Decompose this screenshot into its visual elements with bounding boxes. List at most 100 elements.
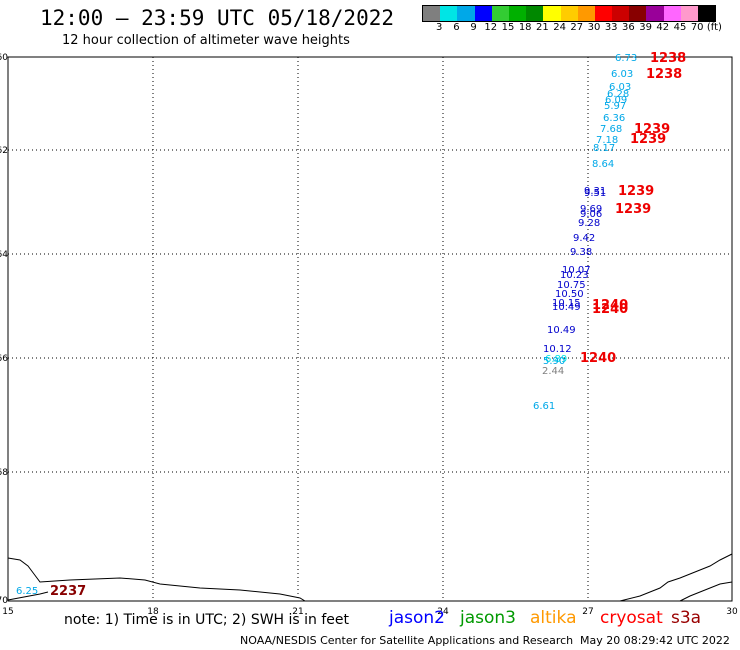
longitude-label: 21: [292, 607, 303, 617]
pass-time-label: 1238: [646, 67, 682, 82]
wave-height-value: 6.36: [603, 113, 625, 124]
wave-height-value: 5.90: [543, 356, 565, 367]
wave-height-value: 10.49: [547, 325, 576, 336]
latitude-label: -60: [0, 53, 8, 63]
latitude-labels: -60 -62 -64 -66 -68 -70: [0, 53, 8, 606]
color-scale-label: (ft): [706, 22, 722, 33]
color-scale-label: 15: [501, 22, 515, 33]
wave-height-value: 10.49: [552, 302, 581, 313]
color-swatch: [594, 6, 613, 21]
wave-height-value: 6.03: [609, 82, 631, 93]
wave-height-value: 7.18: [596, 135, 618, 146]
color-swatch: [423, 6, 441, 21]
credit-text: NOAA/NESDIS Center for Satellite Applica…: [240, 634, 574, 647]
color-scale-label: 24: [553, 22, 566, 33]
color-scale-label: 45: [673, 22, 687, 33]
latitude-label: -62: [0, 146, 8, 156]
pass-time-label: 2237: [50, 584, 86, 599]
legend-cryosat: cryosat: [600, 608, 663, 628]
wave-height-value: 9.69: [580, 204, 602, 215]
map-grid: [8, 57, 732, 600]
wave-height-value: 9.38: [570, 247, 592, 258]
pass-time-label: 1240: [580, 351, 616, 366]
units-note: note: 1) Time is in UTC; 2) SWH is in fe…: [64, 612, 350, 628]
wave-height-value: 9.31: [584, 186, 606, 197]
color-scale-label: 33: [604, 22, 618, 33]
color-swatch: [646, 6, 664, 21]
color-swatch: [680, 6, 698, 21]
wave-height-value: 8.17: [593, 143, 615, 154]
wave-height-value: 6.09: [605, 95, 627, 106]
wave-height-value: 10.12: [543, 344, 572, 355]
color-swatch: [474, 6, 492, 21]
color-swatch: [543, 6, 561, 21]
color-swatch: [526, 6, 544, 21]
pass-time-label: 1239: [618, 184, 654, 199]
wave-height-value: 10.75: [557, 280, 586, 291]
pass-time-label: 1239: [634, 122, 670, 137]
wave-height-value: 6.03: [611, 69, 633, 80]
color-swatch: [698, 6, 716, 21]
color-swatch: [629, 6, 647, 21]
color-scale-label: 3: [436, 22, 443, 33]
generated-timestamp: May 20 08:29:42 UTC 2022: [580, 634, 730, 647]
color-scale-bar: [422, 5, 717, 22]
color-swatch: [457, 6, 475, 21]
color-swatch: [560, 6, 578, 21]
wave-height-value: 2.44: [542, 366, 564, 377]
longitude-label: 27: [582, 607, 593, 617]
wave-height-value: 5.97: [604, 101, 626, 112]
color-scale-label: 12: [484, 22, 498, 33]
color-scale-label: 39: [639, 22, 652, 33]
wave-height-value: 10.15: [552, 298, 581, 309]
wave-height-value: 6.73: [615, 53, 637, 64]
wave-height-value: 10.50: [555, 289, 584, 300]
legend-s3a: s3a: [671, 608, 702, 628]
legend-jason3: jason3: [460, 608, 516, 628]
wave-height-value: 10.07: [562, 265, 591, 276]
color-swatch: [491, 6, 509, 21]
wave-height-value: 6.28: [607, 89, 629, 100]
legend-altika: altika: [530, 608, 577, 628]
map-frame: [7, 56, 733, 602]
wave-height-labels: 6.736.036.036.286.095.976.367.687.188.17…: [16, 53, 637, 597]
map-subtitle: 12 hour collection of altimeter wave hei…: [62, 33, 350, 48]
latitude-label: -66: [0, 354, 8, 364]
wave-height-value: 9.28: [578, 218, 600, 229]
wave-height-value: 6.61: [533, 401, 555, 412]
color-swatch: [577, 6, 595, 21]
longitude-labels: 15 18 21 24 27 30: [2, 607, 738, 617]
latitude-label: -64: [0, 250, 8, 260]
longitude-label: 24: [437, 607, 449, 617]
legend-jason2: jason2: [389, 608, 445, 628]
longitude-label: 30: [726, 607, 738, 617]
color-swatch: [663, 6, 681, 21]
wave-height-value: 10.23: [560, 270, 589, 281]
wave-height-value: 9.42: [573, 233, 595, 244]
color-scale-label: 42: [656, 22, 670, 33]
color-scale-label: 30: [587, 22, 601, 33]
color-scale-label: 18: [518, 22, 532, 33]
wave-height-value: 6.25: [16, 586, 38, 597]
longitude-label: 15: [2, 607, 13, 617]
color-scale-label: 9: [470, 22, 477, 33]
color-scale-label: 6: [453, 22, 460, 33]
color-swatch: [508, 6, 527, 21]
map-title: 12:00 – 23:59 UTC 05/18/2022: [40, 6, 395, 30]
pass-time-label: 1239: [630, 132, 666, 147]
pass-time-label: 1239: [615, 202, 651, 217]
pass-time-label: 1240: [592, 302, 628, 317]
color-swatch: [440, 6, 458, 21]
longitude-label: 18: [147, 607, 159, 617]
pass-time-label: 1240: [592, 298, 628, 313]
color-swatch: [612, 6, 630, 21]
wave-height-value: 9.51: [584, 188, 606, 199]
latitude-label: -70: [0, 596, 8, 606]
wave-height-value: 7.68: [600, 124, 622, 135]
color-scale-label: 36: [622, 22, 635, 33]
wave-height-value: 9.06: [580, 209, 602, 220]
wave-height-value: 8.64: [592, 159, 614, 170]
color-scale-label: 21: [536, 22, 549, 33]
